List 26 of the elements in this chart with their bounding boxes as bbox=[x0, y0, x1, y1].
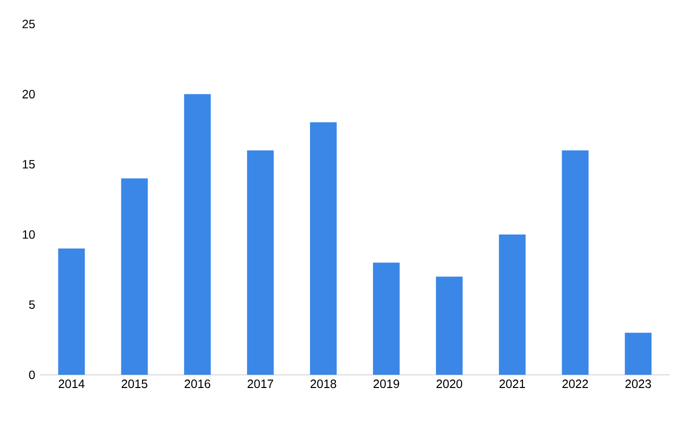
x-tick-label: 2019 bbox=[374, 379, 400, 388]
bar bbox=[58, 248, 85, 375]
x-tick-label: 2018 bbox=[310, 379, 336, 388]
x-tick-label: 2017 bbox=[248, 379, 274, 388]
y-tick-label: 20 bbox=[22, 90, 35, 98]
bar bbox=[184, 94, 211, 375]
x-tick-label: 2020 bbox=[436, 379, 462, 388]
x-tick-label: 2021 bbox=[500, 379, 526, 388]
y-tick-label: 10 bbox=[22, 230, 35, 239]
y-tick-label: 25 bbox=[22, 20, 35, 28]
bar bbox=[247, 150, 274, 375]
x-tick-label: 2022 bbox=[562, 379, 588, 388]
bar bbox=[562, 150, 589, 375]
x-tick-label: 2016 bbox=[184, 379, 210, 388]
bar bbox=[372, 262, 400, 375]
y-tick-label: 0 bbox=[29, 370, 35, 380]
bar bbox=[121, 178, 148, 375]
bar bbox=[624, 332, 652, 375]
x-tick-label: 2023 bbox=[625, 379, 652, 388]
y-tick-label: 5 bbox=[29, 300, 35, 309]
bar bbox=[436, 276, 463, 375]
x-tick-label: 2015 bbox=[122, 379, 148, 388]
bar bbox=[310, 122, 337, 375]
y-tick-label: 15 bbox=[22, 160, 35, 168]
bar bbox=[498, 234, 526, 375]
x-tick-label: 2014 bbox=[58, 379, 84, 388]
